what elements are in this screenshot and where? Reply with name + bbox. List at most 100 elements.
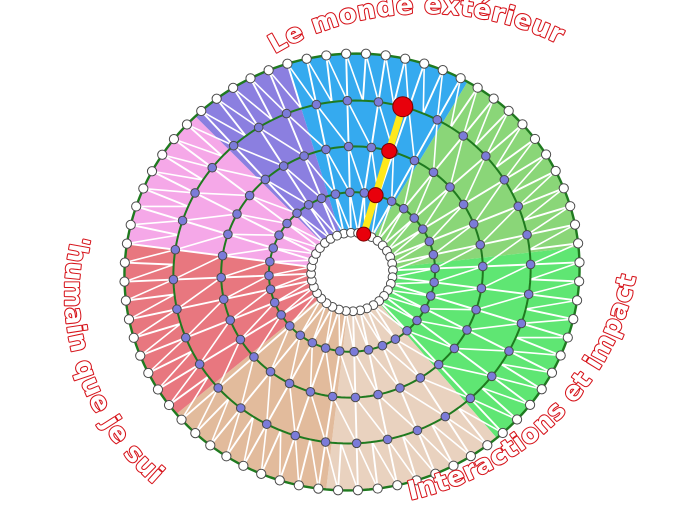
mesh-node[interactable]	[269, 297, 280, 308]
mesh-node[interactable]	[428, 249, 439, 260]
mesh-node[interactable]	[373, 389, 383, 400]
mesh-node[interactable]	[366, 142, 377, 153]
mesh-node[interactable]	[516, 318, 527, 329]
mesh-node[interactable]	[351, 438, 362, 449]
mesh-node[interactable]	[525, 259, 536, 270]
mesh-node[interactable]	[225, 315, 236, 325]
mesh-node[interactable]	[274, 230, 284, 241]
mesh-node[interactable]	[305, 387, 316, 397]
mesh-node[interactable]	[196, 105, 207, 117]
mesh-node[interactable]	[330, 189, 341, 199]
mesh-node[interactable]	[373, 97, 384, 107]
mesh-node[interactable]	[517, 119, 528, 130]
mesh-node[interactable]	[497, 427, 508, 439]
mesh-node[interactable]	[265, 256, 275, 267]
mesh-node[interactable]	[574, 257, 585, 268]
mesh-node[interactable]	[419, 58, 430, 69]
mesh-node[interactable]	[562, 332, 573, 343]
mesh-node[interactable]	[313, 483, 324, 494]
mesh-node[interactable]	[177, 215, 188, 226]
mesh-node[interactable]	[261, 419, 272, 429]
mesh-node[interactable]	[390, 334, 401, 345]
mesh-node[interactable]	[448, 460, 459, 471]
mesh-node[interactable]	[274, 475, 285, 486]
mesh-node[interactable]	[282, 218, 292, 229]
mesh-node[interactable]	[121, 238, 133, 249]
mesh-node[interactable]	[311, 99, 322, 110]
mesh-node[interactable]	[135, 350, 146, 361]
mesh-node[interactable]	[513, 201, 524, 212]
mesh-node[interactable]	[574, 276, 585, 287]
mesh-node[interactable]	[432, 115, 443, 125]
mesh-node[interactable]	[138, 183, 149, 194]
mesh-node[interactable]	[503, 105, 514, 116]
sector-tan-dark[interactable]	[176, 297, 348, 490]
mesh-node[interactable]	[424, 236, 435, 247]
sector-pink[interactable]	[126, 116, 324, 267]
mesh-node[interactable]	[504, 346, 514, 356]
mesh-node[interactable]	[402, 325, 412, 336]
mesh-node[interactable]	[276, 310, 286, 320]
mesh-node[interactable]	[321, 50, 332, 61]
mesh-node[interactable]	[340, 48, 352, 59]
mesh-node[interactable]	[412, 425, 423, 436]
mesh-node[interactable]	[295, 330, 306, 341]
mesh-node[interactable]	[245, 73, 256, 84]
mesh-node[interactable]	[342, 95, 353, 106]
mesh-node[interactable]	[343, 141, 354, 152]
mesh-node[interactable]	[260, 174, 271, 185]
mesh-node[interactable]	[176, 414, 187, 425]
mesh-node[interactable]	[307, 337, 318, 348]
mesh-node[interactable]	[458, 131, 469, 141]
mesh-node[interactable]	[265, 366, 276, 377]
mesh-node[interactable]	[125, 219, 136, 230]
mesh-node[interactable]	[301, 53, 312, 64]
mesh-node[interactable]	[281, 108, 292, 119]
mesh-node[interactable]	[205, 440, 216, 451]
mesh-node[interactable]	[449, 343, 460, 354]
mesh-node[interactable]	[386, 196, 397, 207]
mesh-node[interactable]	[249, 352, 259, 362]
mesh-node[interactable]	[429, 277, 439, 288]
mesh-node[interactable]	[550, 165, 561, 177]
mesh-node[interactable]	[172, 304, 182, 315]
mesh-node[interactable]	[190, 188, 200, 198]
mesh-node[interactable]	[293, 480, 304, 491]
mesh-node[interactable]	[565, 201, 576, 212]
mesh-node[interactable]	[400, 53, 411, 64]
mesh-node[interactable]	[278, 161, 289, 171]
mesh-node[interactable]	[264, 270, 274, 281]
mesh-node[interactable]	[217, 250, 228, 261]
mesh-node[interactable]	[529, 133, 541, 145]
mesh-node[interactable]	[465, 393, 476, 404]
mesh-node[interactable]	[190, 428, 201, 439]
highlight-node-inner[interactable]	[356, 226, 372, 242]
mesh-node[interactable]	[468, 219, 479, 229]
mesh-node[interactable]	[168, 274, 179, 285]
mesh-node[interactable]	[558, 183, 569, 194]
mesh-node[interactable]	[290, 430, 301, 441]
mesh-node[interactable]	[359, 188, 370, 198]
mesh-node[interactable]	[430, 263, 440, 274]
mesh-node[interactable]	[235, 403, 246, 413]
mesh-node[interactable]	[211, 93, 222, 104]
mesh-node[interactable]	[235, 334, 246, 345]
mesh-node[interactable]	[292, 208, 302, 219]
mesh-node[interactable]	[223, 229, 233, 240]
mesh-node[interactable]	[263, 65, 274, 76]
highlight-node-mid-2[interactable]	[381, 142, 398, 159]
mesh-node[interactable]	[412, 315, 422, 326]
mesh-node[interactable]	[462, 325, 472, 335]
mesh-node[interactable]	[332, 485, 344, 496]
mesh-node[interactable]	[471, 304, 481, 315]
mesh-node[interactable]	[440, 411, 451, 422]
mesh-node[interactable]	[573, 238, 584, 249]
mesh-node[interactable]	[472, 82, 483, 93]
mesh-node[interactable]	[163, 399, 175, 411]
mesh-node[interactable]	[143, 367, 154, 379]
mesh-node[interactable]	[119, 257, 130, 268]
mesh-node[interactable]	[253, 122, 264, 133]
mesh-node[interactable]	[569, 219, 581, 230]
mesh-node[interactable]	[350, 392, 361, 403]
mesh-node[interactable]	[238, 460, 249, 471]
